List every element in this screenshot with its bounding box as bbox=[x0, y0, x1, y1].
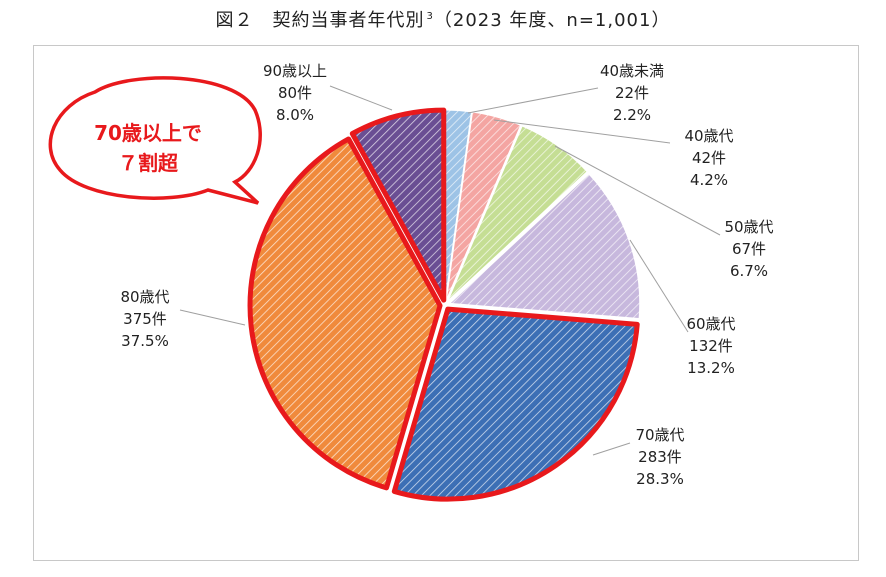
slice-percent-2: 6.7% bbox=[730, 262, 768, 280]
callout-line-2: ７割超 bbox=[118, 151, 179, 175]
pie-slice-4 bbox=[391, 306, 640, 502]
slice-label-0: 40歳未満 bbox=[600, 62, 664, 80]
slice-count-3: 132件 bbox=[689, 337, 733, 355]
leader-line-5 bbox=[179, 309, 246, 326]
pie-slice-3 bbox=[449, 173, 641, 320]
pie-slice-5 bbox=[247, 136, 443, 491]
leader-line-2 bbox=[554, 145, 721, 236]
slice-percent-1: 4.2% bbox=[690, 171, 728, 189]
leader-line-4 bbox=[592, 442, 631, 456]
leader-line-0 bbox=[467, 87, 599, 114]
slice-percent-3: 13.2% bbox=[687, 359, 735, 377]
chart-title: 図２ 契約当事者年代別 3（2023 年度、n=1,001） bbox=[0, 6, 886, 32]
slice-percent-4: 28.3% bbox=[636, 470, 684, 488]
slice-count-4: 283件 bbox=[638, 448, 682, 466]
slice-percent-0: 2.2% bbox=[613, 106, 651, 124]
slice-label-2: 50歳代 bbox=[724, 218, 773, 236]
slice-count-0: 22件 bbox=[615, 84, 649, 102]
chart-frame bbox=[33, 45, 859, 561]
chart-title-footnote-mark: 3 bbox=[426, 11, 434, 22]
slice-label-5: 80歳代 bbox=[120, 288, 169, 306]
callout-bubble: 70歳以上で ７割超 bbox=[48, 76, 262, 205]
slice-percent-6: 8.0% bbox=[276, 106, 314, 124]
slice-label-6: 90歳以上 bbox=[263, 62, 327, 80]
leader-line-6 bbox=[329, 85, 393, 111]
callout-shape bbox=[48, 76, 262, 205]
slice-percent-5: 37.5% bbox=[121, 332, 169, 350]
chart-title-suffix: （2023 年度、n=1,001） bbox=[433, 10, 671, 31]
slice-label-3: 60歳代 bbox=[686, 315, 735, 333]
pie-slice-6 bbox=[349, 107, 447, 303]
slice-label-1: 40歳代 bbox=[684, 127, 733, 145]
leader-line-1 bbox=[493, 119, 671, 144]
slice-count-6: 80件 bbox=[278, 84, 312, 102]
leader-line-3 bbox=[629, 239, 689, 333]
slice-label-4: 70歳代 bbox=[635, 426, 684, 444]
pie-slice-2 bbox=[447, 125, 588, 302]
slice-count-1: 42件 bbox=[692, 149, 726, 167]
callout-line-1: 70歳以上で bbox=[94, 121, 202, 145]
slice-count-2: 67件 bbox=[732, 240, 766, 258]
chart-title-text: 図２ 契約当事者年代別 bbox=[215, 10, 425, 31]
slice-count-5: 375件 bbox=[123, 310, 167, 328]
